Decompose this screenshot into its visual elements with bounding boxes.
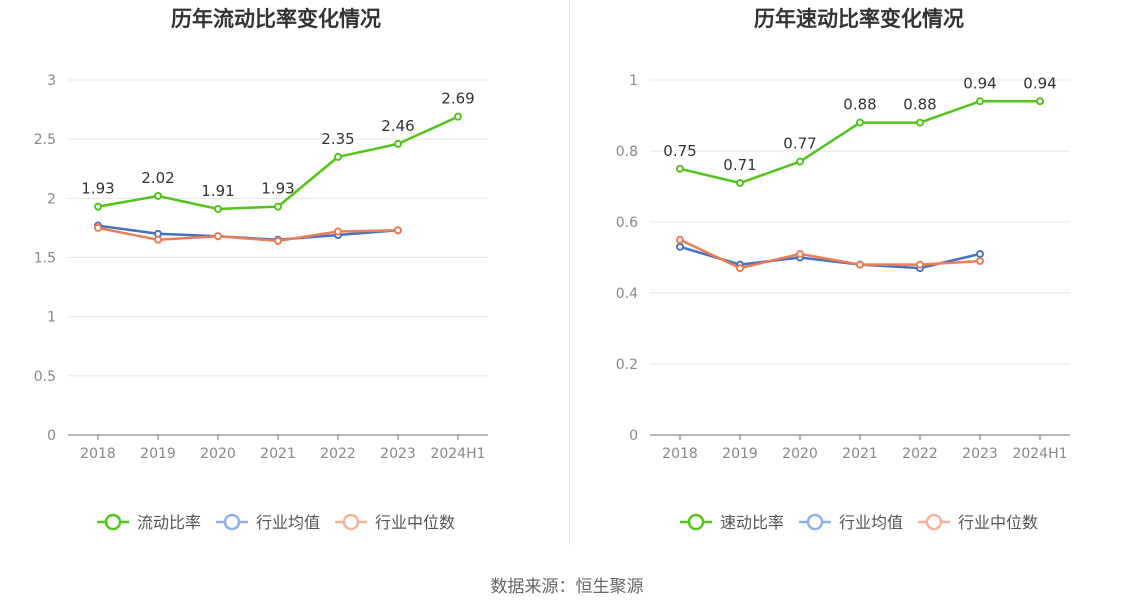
data-label: 0.88 (903, 96, 936, 114)
x-tick-label: 2024H1 (430, 446, 485, 462)
charts-canvas: 历年流动比率变化情况 0 0.5 1 1.5 2 2.5 3 2018 2019 2020 2021 2… (34, 7, 1070, 532)
data-point (976, 97, 984, 106)
data-point (856, 260, 864, 269)
x-tick-label: 2022 (902, 446, 938, 462)
y-tick-label: 0 (629, 428, 638, 444)
data-point (334, 152, 342, 161)
y-tick-label: 3 (47, 73, 56, 89)
legend-label: 速动比率 (720, 513, 784, 532)
data-label: 0.75 (663, 142, 696, 160)
data-point (796, 157, 804, 166)
data-point (94, 202, 102, 211)
series-line-3 (97, 226, 399, 243)
data-label: 0.88 (843, 96, 876, 114)
legend-label: 行业均值 (839, 513, 903, 532)
data-point (274, 202, 282, 211)
y-tick-label: 0.2 (616, 357, 638, 373)
x-tick-label: 2018 (80, 446, 116, 462)
data-point (976, 257, 984, 266)
data-point (676, 164, 684, 173)
data-point (154, 235, 162, 244)
x-tick-label: 2024H1 (1012, 446, 1067, 462)
data-label: 0.94 (963, 74, 996, 92)
data-point (214, 204, 222, 213)
y-tick-label: 1 (629, 73, 638, 89)
y-tick-label: 0.4 (616, 286, 638, 302)
data-point (676, 242, 684, 251)
data-point (94, 223, 102, 232)
y-tick-label: 0.6 (616, 215, 638, 231)
data-label: 0.94 (1023, 74, 1056, 92)
y-tick-label: 2 (47, 191, 56, 207)
data-point (976, 249, 984, 258)
y-tick-label: 0 (47, 428, 56, 444)
data-point (736, 264, 744, 273)
legend-label: 流动比率 (137, 513, 201, 532)
x-tick-label: 2020 (782, 446, 818, 462)
legend-marker (925, 513, 943, 531)
data-point (394, 139, 402, 148)
data-label: 2.02 (141, 169, 174, 187)
legend-marker (223, 513, 241, 531)
data-label: 1.93 (81, 180, 114, 198)
data-label: 0.77 (783, 135, 816, 153)
data-point (1036, 97, 1044, 106)
x-tick-label: 2022 (320, 446, 356, 462)
data-label: 1.91 (201, 182, 234, 200)
legend-label: 行业中位数 (958, 513, 1038, 532)
data-label: 2.69 (441, 90, 474, 108)
legend-marker (342, 513, 360, 531)
legend-marker (104, 513, 122, 531)
data-point (334, 227, 342, 236)
x-tick-label: 2023 (380, 446, 416, 462)
data-source: 数据来源：恒生聚源 (490, 577, 644, 597)
data-point (916, 118, 924, 127)
data-point (916, 260, 924, 269)
y-tick-label: 1 (47, 310, 56, 326)
legend-marker (806, 513, 824, 531)
data-point (796, 249, 804, 258)
data-label: 1.93 (261, 180, 294, 198)
y-tick-label: 1.5 (34, 251, 56, 267)
x-tick-label: 2019 (722, 446, 758, 462)
x-tick-label: 2021 (842, 446, 878, 462)
data-label: 2.46 (381, 117, 414, 135)
legend-label: 行业中位数 (375, 513, 455, 532)
x-tick-label: 2023 (962, 446, 998, 462)
data-label: 0.71 (723, 156, 756, 174)
y-tick-label: 0.8 (616, 144, 638, 160)
series-line-2 (679, 245, 981, 270)
data-point (454, 112, 462, 121)
series-line-3 (679, 238, 981, 270)
chart-title-1: 历年流动比率变化情况 (171, 7, 381, 31)
data-point (736, 178, 744, 187)
x-tick-label: 2018 (662, 446, 698, 462)
y-tick-label: 2.5 (34, 132, 56, 148)
chart-title-2: 历年速动比率变化情况 (754, 7, 964, 31)
data-point (676, 235, 684, 244)
data-point (274, 236, 282, 245)
data-label: 2.35 (321, 130, 354, 148)
x-tick-label: 2020 (200, 446, 236, 462)
data-point (856, 118, 864, 127)
x-tick-label: 2021 (260, 446, 296, 462)
x-tick-label: 2019 (140, 446, 176, 462)
data-point (154, 191, 162, 200)
data-point (214, 232, 222, 241)
legend-label: 行业均值 (256, 513, 320, 532)
chart-divider (569, 0, 570, 545)
legend-marker (687, 513, 705, 531)
y-tick-label: 0.5 (34, 369, 56, 385)
data-point (394, 226, 402, 235)
